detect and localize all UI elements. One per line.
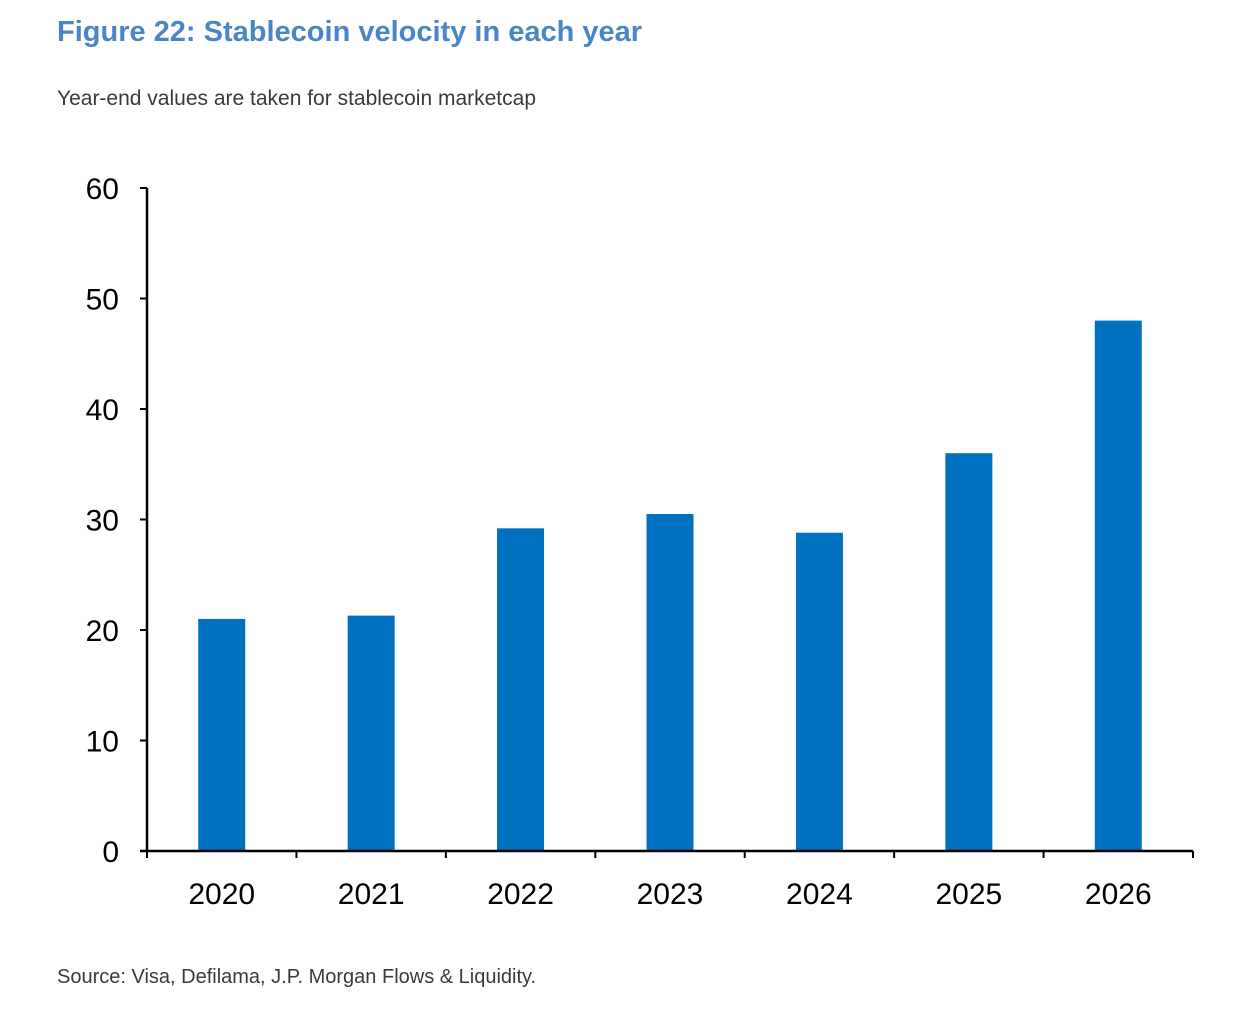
bar-2026	[1094, 320, 1142, 852]
figure-subtitle: Year-end values are taken for stablecoin…	[57, 87, 537, 110]
y-tick-label-30: 30	[86, 505, 119, 538]
x-tick-label-2021: 2021	[338, 878, 405, 911]
y-tick-label-50: 50	[86, 284, 119, 317]
y-tick-label-60: 60	[86, 173, 119, 206]
x-tick-label-2024: 2024	[786, 878, 853, 911]
bar-2024	[795, 532, 843, 851]
x-tick-label-2026: 2026	[1085, 878, 1152, 911]
y-tick-label-10: 10	[86, 726, 119, 759]
x-tick-label-2020: 2020	[188, 878, 255, 911]
x-tick-label-2022: 2022	[487, 878, 554, 911]
x-tick-label-2023: 2023	[637, 878, 704, 911]
bar-2022	[497, 528, 545, 851]
figure-title: Figure 22: Stablecoin velocity in each y…	[57, 16, 643, 48]
bar-2020	[198, 618, 246, 851]
y-tick-label-40: 40	[86, 394, 119, 427]
x-tick-label-2025: 2025	[935, 878, 1002, 911]
y-tick-label-20: 20	[86, 615, 119, 648]
axes-group	[140, 187, 1194, 858]
bar-2021	[347, 615, 395, 851]
bars-group	[198, 320, 1142, 852]
bar-2025	[945, 453, 993, 851]
y-tick-label-0: 0	[102, 836, 119, 869]
figure-source: Source: Visa, Defilama, J.P. Morgan Flow…	[57, 966, 537, 988]
tick-labels-group: 0 10 20 30 40 50 60 2020 2021 2022 2023 2024 2025 202…	[86, 173, 1152, 911]
bar-2023	[646, 513, 694, 851]
